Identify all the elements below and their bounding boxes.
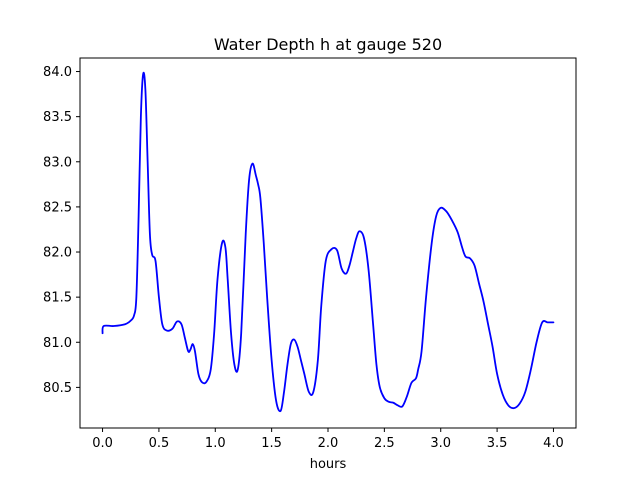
x-tick-label: 3.5 (487, 436, 508, 451)
x-tick-label: 0.0 (92, 436, 113, 451)
y-tick-label: 83.5 (43, 110, 72, 125)
y-tick-label: 83.0 (43, 155, 72, 170)
y-axis: 80.5 81.0 81.5 82.0 82.5 83.0 83.5 84.0 (43, 65, 80, 396)
chart-title: Water Depth h at gauge 520 (214, 35, 442, 54)
x-axis: 0.0 0.5 1.0 1.5 2.0 2.5 3.0 3.5 4.0 (92, 428, 564, 451)
x-tick-label: 1.5 (261, 436, 282, 451)
y-tick-label: 84.0 (43, 65, 72, 80)
x-axis-label: hours (310, 457, 347, 472)
x-tick-label: 1.0 (205, 436, 226, 451)
y-tick-label: 81.5 (43, 291, 72, 306)
x-tick-label: 0.5 (149, 436, 170, 451)
series-line (101, 71, 555, 413)
x-tick-label: 2.5 (374, 436, 395, 451)
y-tick-label: 81.0 (43, 336, 72, 351)
x-tick-label: 4.0 (543, 436, 564, 451)
y-tick-label: 82.5 (43, 200, 72, 215)
y-tick-label: 82.0 (43, 246, 72, 261)
plot-frame (79, 57, 577, 429)
x-tick-label: 3.0 (430, 436, 451, 451)
y-tick-label: 80.5 (43, 381, 72, 396)
x-tick-label: 2.0 (318, 436, 339, 451)
